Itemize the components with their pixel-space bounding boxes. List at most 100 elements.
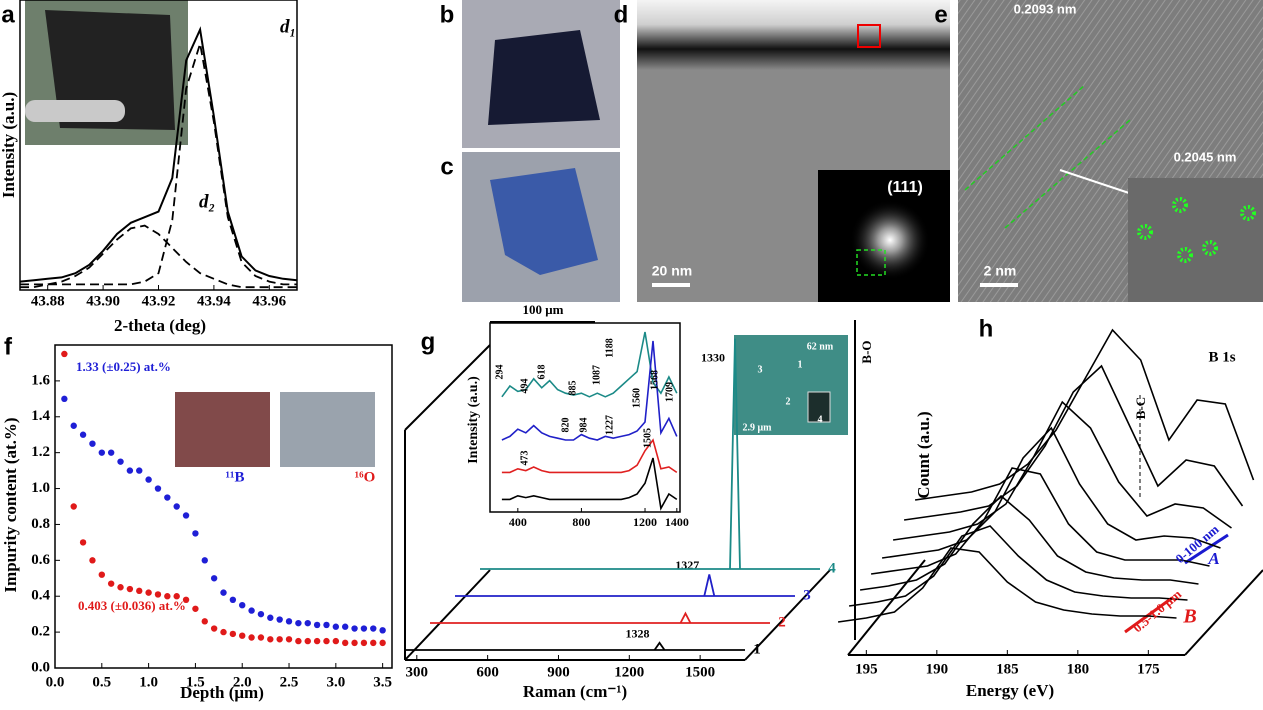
peak <box>729 338 741 570</box>
data-point <box>70 503 77 510</box>
peak-label: d₁ <box>280 16 296 37</box>
x-tick-label: 190 <box>926 661 949 677</box>
spectrum <box>501 457 678 511</box>
data-point <box>360 625 368 632</box>
annotation: B <box>1182 606 1196 628</box>
arrow <box>1124 596 1173 634</box>
data-point <box>248 634 255 641</box>
micrograph-label: 1 <box>798 359 803 370</box>
data-point <box>154 485 162 492</box>
micrograph-label: 2.9 μm <box>743 422 773 433</box>
peak-label: 1188 <box>604 338 615 357</box>
data-point <box>201 618 208 625</box>
peak-label: 1330 <box>701 350 725 364</box>
x-tick-label: 175 <box>1137 661 1160 677</box>
peak-label: 1327 <box>675 558 699 572</box>
data-point <box>220 628 227 636</box>
y-tick-label: 0.6 <box>31 552 50 568</box>
data-point <box>126 585 134 593</box>
spacing-label: 0.2093 nm <box>1014 1 1077 16</box>
y-tick-label: 1.0 <box>31 480 50 496</box>
annotation: 1.33 (±0.25) at.% <box>76 359 171 374</box>
data-point <box>257 610 265 618</box>
peak-label: 473 <box>519 451 530 466</box>
micrograph-label: 62 nm <box>807 341 834 352</box>
y-axis-title: Impurity content (at.%) <box>1 417 20 592</box>
x-tick-label: 180 <box>1067 661 1090 677</box>
data-point <box>89 557 96 564</box>
data-point <box>295 619 302 627</box>
data-point <box>229 596 237 604</box>
panel-label: c <box>440 153 453 180</box>
y-tick-label: 1.2 <box>31 444 50 460</box>
data-point <box>239 601 246 609</box>
data-point <box>98 449 106 456</box>
spectrum <box>859 494 1199 591</box>
data-point <box>304 637 311 645</box>
spectrum <box>501 438 678 474</box>
annotation: B-C <box>1133 397 1148 419</box>
peak-label: 1227 <box>604 415 615 435</box>
panel-label: f <box>4 333 13 360</box>
annotation: B 1s <box>1208 349 1235 365</box>
peak-label: 984 <box>578 418 589 433</box>
data-point <box>239 632 246 639</box>
arrow <box>1059 169 1136 196</box>
data-point <box>323 621 330 629</box>
x-tick-label: 0.0 <box>46 674 65 690</box>
micrograph-label: 3 <box>758 364 763 375</box>
panel-label: d <box>614 1 629 28</box>
data-point <box>257 634 265 641</box>
data-point <box>107 449 115 456</box>
data-point <box>79 431 87 438</box>
grain <box>807 391 831 423</box>
peak-label: 1087 <box>591 365 602 385</box>
peak-label: 294 <box>494 365 505 380</box>
peak-label: 885 <box>567 381 578 396</box>
x-tick-label: 43.96 <box>252 293 286 309</box>
x-tick-label: 1200 <box>614 664 644 680</box>
data-point <box>182 512 190 519</box>
peak-label: 618 <box>536 365 547 380</box>
peak-label: 1709 <box>664 382 675 402</box>
data-point <box>89 440 96 447</box>
data-point <box>220 589 227 596</box>
data-point <box>285 636 293 643</box>
data-point <box>201 557 208 564</box>
data-point <box>313 637 321 645</box>
data-point <box>285 618 293 625</box>
y-tick-label: 0.8 <box>31 516 50 532</box>
guide-line <box>964 84 1086 191</box>
atom-clusters <box>1137 197 1256 263</box>
map-label: ¹¹B <box>226 469 245 485</box>
data-point <box>182 596 190 604</box>
data-point <box>136 467 143 474</box>
peak-label: 1568 <box>649 370 660 390</box>
panel-label: b <box>440 1 455 28</box>
data-point <box>145 589 152 596</box>
data-point <box>107 580 115 587</box>
scale-bar <box>980 283 1018 287</box>
y-tick-label: 0.4 <box>31 588 50 604</box>
panel-label: e <box>934 1 947 28</box>
data-point <box>154 591 162 598</box>
diffraction-spot <box>850 200 930 280</box>
x-tick-label: 3.0 <box>326 674 345 690</box>
data-point <box>173 503 180 510</box>
data-point <box>351 639 358 647</box>
x-tick-label: 43.88 <box>31 293 65 309</box>
data-point <box>61 395 68 403</box>
curve <box>19 26 298 283</box>
annotation: B-O <box>859 340 874 363</box>
x-tick-label: 43.92 <box>142 293 176 309</box>
x-tick-label: 43.90 <box>86 293 120 309</box>
spectrum <box>881 426 1221 559</box>
spacing-label: 0.2045 nm <box>1174 149 1237 164</box>
box-frame <box>847 320 1263 656</box>
data-point <box>323 637 330 645</box>
annotation: 0.5-1.0 μm <box>1130 586 1184 635</box>
roi-box <box>857 24 881 48</box>
data-point <box>341 623 349 630</box>
